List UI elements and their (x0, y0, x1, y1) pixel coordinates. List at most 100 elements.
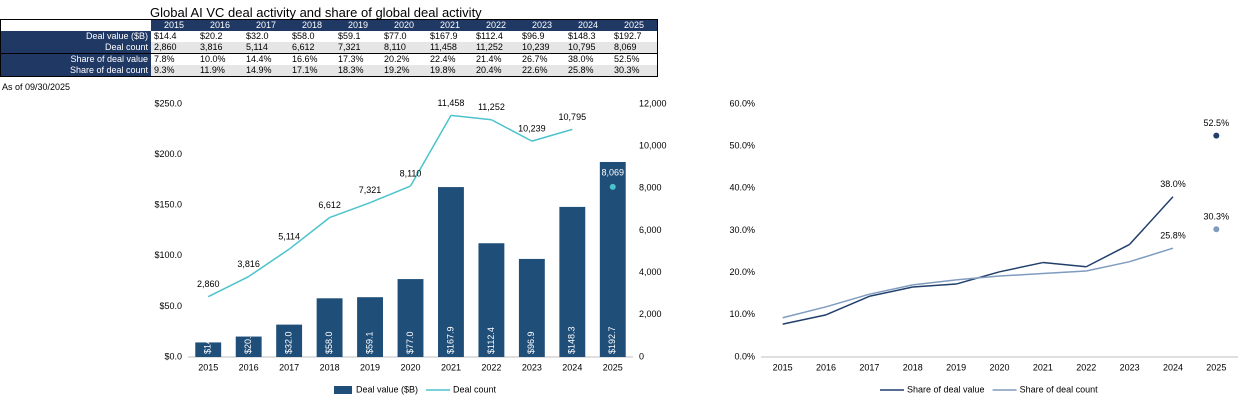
y2-tick-label: 2,000 (639, 309, 662, 319)
y-tick-label: $100.0 (154, 250, 182, 260)
table-cell: 10,795 (565, 42, 611, 54)
table-row: Share of deal value 7.8% 10.0% 14.4% 16.6% 17… (0, 53, 658, 65)
y-tick-label: 20.0% (729, 267, 755, 277)
bar-label: $167.9 (445, 326, 455, 354)
row-label: Share of deal count (0, 65, 151, 77)
bar-label: $112.4 (486, 327, 496, 354)
x-tick-label: 2024 (562, 362, 582, 372)
x-tick-label: 2020 (989, 362, 1009, 372)
x-tick-label: 2022 (1076, 362, 1096, 372)
bar-label: $77.0 (405, 331, 415, 354)
table-cell: 7.8% (151, 53, 197, 65)
bar (195, 342, 222, 357)
table-cell: 38.0% (565, 53, 611, 65)
data-label: 7,321 (359, 185, 382, 195)
table-cell: 52.5% (611, 53, 658, 65)
table-header: 2018 (289, 19, 335, 31)
table-header: 2019 (335, 19, 381, 31)
table-header: 2016 (197, 19, 243, 31)
line-segment (782, 314, 827, 325)
legend-swatch (334, 386, 352, 394)
bar-label: $96.9 (526, 331, 536, 354)
bar (559, 206, 586, 357)
table-cell: 10,239 (519, 42, 565, 54)
bar (599, 161, 626, 357)
bar-label: $59.1 (364, 331, 374, 354)
x-tick-label: 2016 (816, 362, 836, 372)
table-header: 2015 (151, 19, 197, 31)
page-title: Global AI VC deal activity and share of … (150, 5, 482, 20)
row-label: Share of deal value (0, 53, 151, 65)
data-label: 8,110 (400, 168, 422, 178)
line-segment (912, 283, 957, 288)
data-label: 10,795 (559, 112, 587, 122)
line-segment (1042, 261, 1087, 268)
table-cell: 21.4% (473, 53, 519, 65)
table-cell: $192.7 (614, 31, 642, 41)
bar (438, 187, 464, 357)
data-label: 11,458 (438, 98, 465, 108)
line-segment (450, 114, 492, 121)
line-segment (825, 293, 870, 308)
x-tick-label: 2021 (441, 362, 461, 372)
data-label: 52.5% (1204, 118, 1230, 128)
data-label: 38.0% (1160, 179, 1186, 189)
legend-label: Share of deal count (1020, 384, 1099, 394)
data-label: 2,860 (197, 279, 220, 289)
table-cell: 7,321 (335, 42, 381, 54)
table-cell: 11.9% (197, 65, 243, 77)
x-tick-label: 2023 (522, 362, 542, 372)
point (1213, 226, 1220, 233)
x-tick-label: 2023 (1120, 362, 1140, 372)
line-segment (1042, 270, 1087, 275)
line-segment (207, 275, 250, 298)
table-cell: 3,816 (197, 42, 243, 54)
point (1213, 132, 1220, 139)
x-tick-label: 2018 (903, 362, 923, 372)
line-segment (248, 248, 290, 278)
table-cell: 30.3% (611, 65, 658, 77)
point (609, 183, 616, 190)
table-cell: 8,110 (381, 42, 427, 54)
line-segment (825, 295, 870, 316)
table-cell: 19.2% (381, 65, 427, 77)
data-label: 11,252 (478, 102, 505, 112)
table-cell: 14.4% (243, 53, 289, 65)
bar-label: $20.2 (243, 331, 253, 354)
bar-label: $58.0 (324, 331, 334, 354)
table-header: 2025 (611, 19, 658, 31)
data-label: 5,114 (278, 232, 300, 242)
legend-label: Share of deal value (907, 384, 985, 394)
data-label: 30.3% (1204, 212, 1230, 222)
line-segment (869, 284, 913, 295)
x-tick-label: 2019 (360, 362, 380, 372)
table-header-row: 2015 2016 2017 2018 2019 2020 2021 2022 2023 2024… (0, 19, 658, 31)
line-segment (491, 119, 533, 142)
table-cell: 5,114 (243, 42, 289, 54)
line-segment (329, 201, 371, 219)
bar-label: $32.0 (284, 331, 294, 354)
row-label: Deal value ($B) (0, 31, 151, 42)
line-segment (869, 286, 913, 298)
x-tick-label: 2020 (400, 362, 420, 372)
table-cell: 20.4% (473, 65, 519, 77)
table-row: Deal count 2,860 3,816 5,114 6,612 7,321 8,110… (0, 42, 658, 54)
table-cell: $32.0 (246, 31, 269, 41)
table-cell: 26.7% (519, 53, 565, 65)
table-corner (0, 19, 151, 31)
y2-tick-label: 10,000 (639, 141, 667, 151)
table-cell: 18.3% (335, 65, 381, 77)
line-segment (369, 185, 411, 204)
table-cell: $20.2 (200, 31, 223, 41)
table-cell: 10.0% (197, 53, 243, 65)
table-header: 2017 (243, 19, 289, 31)
x-tick-label: 2025 (1206, 362, 1226, 372)
table-cell: $14.4 (154, 31, 177, 41)
x-tick-label: 2024 (1163, 362, 1183, 372)
table-cell: $96.9 (522, 31, 545, 41)
y-tick-label: $200.0 (154, 149, 182, 159)
line-segment (1129, 247, 1174, 263)
y-tick-label: 0.0% (734, 351, 755, 361)
table-cell: 22.4% (427, 53, 473, 65)
